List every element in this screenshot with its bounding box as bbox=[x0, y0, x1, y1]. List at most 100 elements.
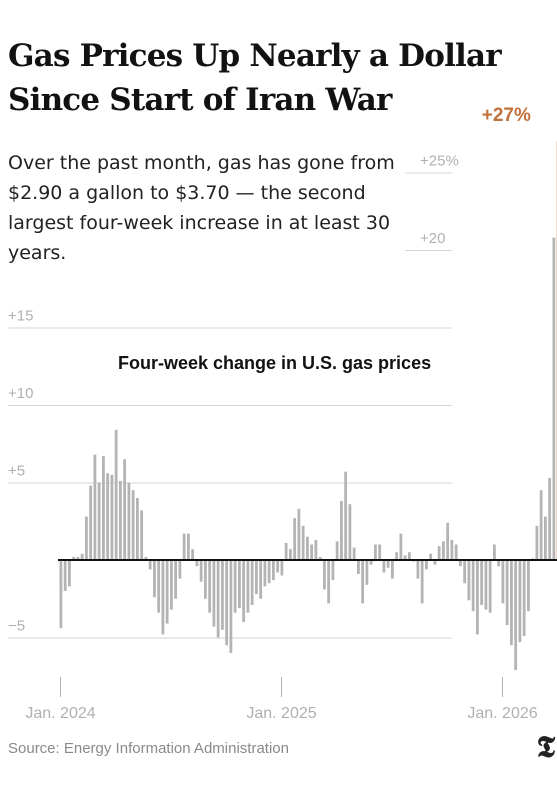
bar bbox=[148, 560, 152, 570]
bar bbox=[191, 549, 195, 560]
bar bbox=[284, 542, 288, 560]
bar bbox=[114, 429, 118, 560]
bar bbox=[518, 560, 522, 643]
bar bbox=[259, 560, 263, 599]
bar bbox=[293, 518, 297, 560]
bar bbox=[106, 473, 110, 560]
bar bbox=[318, 556, 322, 560]
bar bbox=[233, 560, 237, 613]
bar bbox=[497, 560, 501, 567]
bar bbox=[221, 560, 224, 630]
bars bbox=[59, 141, 557, 671]
bar bbox=[535, 525, 539, 560]
bar bbox=[136, 498, 139, 560]
chart-title: Gas Prices Up Nearly a Dollar Since Star… bbox=[8, 38, 502, 118]
bar bbox=[484, 560, 488, 610]
bar bbox=[182, 533, 186, 560]
bar bbox=[93, 454, 97, 560]
bar bbox=[280, 560, 284, 576]
bar bbox=[68, 560, 71, 587]
y-tick-label: +10 bbox=[8, 385, 33, 402]
bar bbox=[144, 556, 148, 560]
bar bbox=[76, 556, 80, 560]
bar bbox=[187, 533, 190, 560]
bar bbox=[59, 560, 63, 629]
bar bbox=[548, 477, 552, 560]
bar bbox=[289, 549, 292, 560]
bar bbox=[552, 237, 556, 560]
bar bbox=[395, 552, 399, 560]
bar bbox=[276, 560, 280, 573]
bar bbox=[131, 490, 135, 560]
bar bbox=[327, 560, 331, 604]
bar bbox=[208, 560, 212, 613]
bar bbox=[522, 560, 526, 636]
bar bbox=[127, 482, 131, 560]
bar bbox=[63, 560, 67, 591]
bar bbox=[161, 560, 165, 635]
bar bbox=[374, 544, 377, 560]
bar bbox=[501, 560, 505, 604]
bar bbox=[242, 560, 246, 622]
bar bbox=[476, 560, 479, 635]
bar bbox=[454, 544, 458, 560]
bar bbox=[157, 560, 161, 613]
bar bbox=[493, 544, 496, 560]
x-axis: Jan. 2024 Jan. 2025 Jan. 2026 +27% bbox=[25, 105, 557, 722]
bar bbox=[195, 560, 199, 567]
bar bbox=[306, 536, 309, 560]
bar bbox=[225, 560, 229, 646]
nyt-logo-icon: 𝕿 bbox=[536, 730, 555, 765]
bar bbox=[459, 560, 462, 567]
y-tick-label: +25% bbox=[420, 153, 459, 170]
bar bbox=[272, 560, 275, 581]
y-tick-label: +15 bbox=[8, 308, 33, 325]
bar bbox=[102, 456, 105, 560]
bar bbox=[467, 560, 471, 601]
bar bbox=[403, 555, 407, 560]
bar bbox=[369, 560, 373, 565]
bar bbox=[527, 560, 530, 612]
bar bbox=[123, 459, 127, 560]
bar bbox=[352, 547, 356, 560]
bar bbox=[310, 544, 314, 560]
bar bbox=[165, 560, 169, 624]
bar bbox=[110, 474, 114, 560]
y-tick-label: −5 bbox=[8, 618, 25, 635]
bar bbox=[514, 560, 518, 671]
bar bbox=[170, 560, 173, 610]
bar bbox=[378, 544, 382, 560]
bar bbox=[119, 480, 122, 560]
bar bbox=[80, 553, 84, 560]
bar bbox=[323, 560, 326, 590]
x-tick-label: Jan. 2025 bbox=[246, 705, 316, 722]
bar bbox=[365, 560, 369, 585]
bar bbox=[348, 504, 352, 560]
bar bbox=[446, 522, 450, 560]
bar bbox=[72, 556, 76, 560]
bar bbox=[204, 560, 207, 599]
bar bbox=[267, 560, 271, 584]
annotation-label: +27% bbox=[482, 105, 531, 126]
bar bbox=[238, 560, 241, 609]
bar bbox=[420, 560, 424, 604]
bar bbox=[429, 553, 433, 560]
bar bbox=[539, 490, 543, 560]
bar bbox=[344, 471, 348, 560]
bar bbox=[246, 560, 250, 613]
source-note: Source: Energy Information Administratio… bbox=[8, 740, 289, 757]
bar bbox=[480, 560, 484, 605]
y-tick-label: +5 bbox=[8, 463, 25, 480]
bar bbox=[382, 560, 386, 573]
bar bbox=[314, 539, 318, 560]
x-tick-label: Jan. 2026 bbox=[467, 705, 537, 722]
bar bbox=[386, 560, 390, 568]
bar bbox=[255, 560, 258, 595]
bar bbox=[437, 546, 441, 560]
bar bbox=[510, 560, 513, 646]
bar bbox=[331, 560, 335, 581]
bar bbox=[408, 552, 411, 560]
bar bbox=[89, 485, 93, 560]
bar bbox=[442, 541, 445, 560]
bar bbox=[361, 560, 365, 604]
